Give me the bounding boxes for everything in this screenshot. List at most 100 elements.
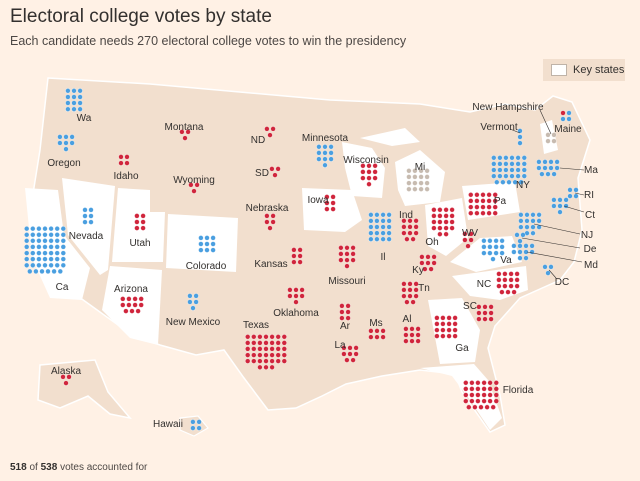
vote-dot-texas bbox=[281, 352, 287, 358]
vote-dot-ca bbox=[36, 226, 42, 232]
vote-dot-dc bbox=[542, 264, 548, 270]
vote-dot-nc bbox=[511, 289, 517, 295]
vote-dot-mi bbox=[406, 186, 412, 192]
state-label-de: De bbox=[584, 244, 597, 255]
vote-dot-ar bbox=[345, 309, 351, 315]
vote-dot-oklahoma bbox=[293, 287, 299, 293]
vote-dot-ca bbox=[30, 226, 36, 232]
vote-dot-ca bbox=[36, 232, 42, 238]
key-state-utah bbox=[112, 188, 165, 262]
vote-dot-mi bbox=[412, 180, 418, 186]
vote-dot-ca bbox=[24, 262, 30, 268]
vote-dot-pa bbox=[486, 192, 492, 198]
vote-dot-ny bbox=[521, 167, 527, 173]
vote-dot-oh bbox=[449, 213, 455, 219]
vote-dot-nc bbox=[514, 277, 520, 283]
vote-dot-il bbox=[368, 224, 374, 230]
vote-dot-minnesota bbox=[322, 150, 328, 156]
legend-key-states: Key states bbox=[543, 59, 625, 81]
vote-dot-ma bbox=[536, 159, 542, 165]
vote-dot-ma bbox=[542, 159, 548, 165]
vote-dot-ma bbox=[548, 165, 554, 171]
vote-dot-ny bbox=[497, 173, 503, 179]
vote-dot-ca bbox=[42, 250, 48, 256]
vote-dot-texas bbox=[269, 364, 275, 370]
vote-dot-pa bbox=[468, 198, 474, 204]
vote-dot-la bbox=[347, 345, 353, 351]
vote-dot-ca bbox=[54, 238, 60, 244]
vote-dot-montana bbox=[182, 135, 188, 141]
vote-dot-ind bbox=[413, 224, 419, 230]
vote-dot-il bbox=[374, 224, 380, 230]
vote-dot-oklahoma bbox=[287, 293, 293, 299]
vote-dot-wisconsin bbox=[360, 169, 366, 175]
vote-dot-ny bbox=[509, 173, 515, 179]
vote-dot-oh bbox=[437, 207, 443, 213]
vote-dot-minnesota bbox=[322, 156, 328, 162]
vote-dot-florida bbox=[475, 398, 481, 404]
vote-dot-wa bbox=[77, 88, 83, 94]
vote-dot-minnesota bbox=[328, 144, 334, 150]
vote-dot-arizona bbox=[132, 296, 138, 302]
state-label-ky: Ky bbox=[412, 265, 424, 276]
vote-dot-florida bbox=[493, 392, 499, 398]
vote-dot-texas bbox=[275, 352, 281, 358]
vote-dot-va bbox=[481, 238, 487, 244]
vote-dot-va bbox=[493, 238, 499, 244]
vote-dot-florida bbox=[463, 398, 469, 404]
vote-dot-oregon bbox=[63, 134, 69, 140]
vote-dot-nc bbox=[508, 283, 514, 289]
vote-dot-sc bbox=[482, 310, 488, 316]
vote-dot-nd bbox=[264, 126, 270, 132]
vote-dot-mi bbox=[418, 180, 424, 186]
vote-dot-idaho bbox=[118, 160, 124, 166]
vote-dot-il bbox=[380, 236, 386, 242]
vote-dot-nj bbox=[524, 212, 530, 218]
vote-dot-sc bbox=[482, 316, 488, 322]
vote-dot-ca bbox=[33, 268, 39, 275]
state-label-nebraska: Nebraska bbox=[246, 203, 289, 214]
vote-dot-wisconsin bbox=[372, 175, 378, 181]
vote-dot-idaho bbox=[124, 160, 130, 166]
state-label-nevada: Nevada bbox=[69, 231, 104, 242]
vote-dot-ca bbox=[54, 262, 60, 268]
vote-dot-sc bbox=[488, 304, 494, 310]
vote-dot-nebraska bbox=[264, 213, 270, 219]
vote-dot-nc bbox=[502, 283, 508, 289]
vote-dot-ca bbox=[60, 250, 66, 256]
vote-dot-mi bbox=[418, 168, 424, 174]
vote-dot-tn bbox=[401, 281, 407, 287]
vote-dot-florida bbox=[487, 380, 493, 386]
vote-dot-ny bbox=[497, 155, 503, 161]
vote-dot-ms bbox=[374, 328, 380, 334]
vote-dot-ma bbox=[554, 165, 560, 171]
vote-dot-maine bbox=[566, 110, 572, 116]
vote-dot-de bbox=[514, 232, 520, 238]
vote-dot-ar bbox=[345, 303, 351, 309]
vote-dot-wisconsin bbox=[366, 169, 372, 175]
state-label-montana: Montana bbox=[165, 122, 204, 133]
vote-dot-ma bbox=[548, 159, 554, 165]
vote-dot-texas bbox=[275, 334, 281, 340]
vote-dot-maine bbox=[560, 116, 566, 122]
vote-dot-nevada bbox=[88, 207, 94, 213]
vote-dot-pa bbox=[492, 210, 498, 216]
label-leader-line bbox=[521, 237, 581, 249]
vote-dot-ct bbox=[557, 197, 563, 203]
vote-dot-ny bbox=[509, 161, 515, 167]
vote-dot-il bbox=[386, 230, 392, 236]
vote-dot-florida bbox=[487, 398, 493, 404]
vote-dot-nebraska bbox=[267, 225, 273, 231]
vote-dot-ky bbox=[428, 266, 434, 272]
vote-dot-ca bbox=[60, 262, 66, 268]
vote-dot-sc bbox=[482, 304, 488, 310]
vote-dot-minnesota bbox=[316, 144, 322, 150]
vote-dot-ca bbox=[24, 232, 30, 238]
vote-dot-oklahoma bbox=[293, 299, 299, 305]
vote-dot-nj bbox=[518, 224, 524, 230]
vote-dot-nc bbox=[496, 277, 502, 283]
vote-dot-md bbox=[523, 243, 529, 249]
vote-dot-nj bbox=[530, 224, 536, 230]
vote-dot-nc bbox=[496, 271, 502, 277]
vote-dot-utah bbox=[140, 225, 146, 231]
